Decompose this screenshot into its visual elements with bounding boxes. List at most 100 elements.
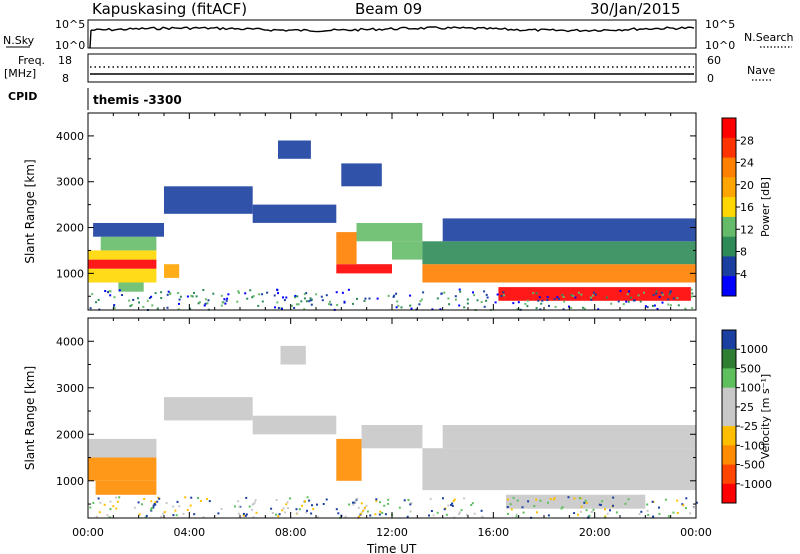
freq-label: Freq. (18, 54, 45, 67)
power-ytick-label: 2000 (56, 222, 84, 235)
velocity-colorbar-tick: -25 (740, 420, 758, 433)
velocity-speckle (89, 496, 698, 519)
power-colorbar-tick: 24 (740, 157, 754, 170)
velocity-colorbar-tick: -500 (740, 459, 765, 472)
power-band-14 (422, 241, 696, 265)
velocity-colorbar-cell (722, 387, 736, 408)
noise-sky-line (89, 26, 695, 49)
velocity-band-4 (252, 415, 337, 435)
power-colorbar-cell (722, 157, 736, 178)
power-band-8 (252, 204, 337, 223)
power-band-11 (356, 223, 423, 242)
power-band-5 (118, 282, 144, 292)
power-band-4 (93, 223, 164, 237)
power-colorbar-cell (722, 197, 736, 218)
velocity-colorbar-label: Velocity [m s⁻¹] (759, 374, 772, 459)
time-axis: 00:00 04:00 08:00 12:00 16:00 20:00 00:00 (72, 526, 712, 539)
velocity-colorbar-cell (722, 426, 736, 446)
noise-panel: N.Sky 10^5 10^0 10^5 10^0 N.Search (3, 18, 794, 52)
time-tick-label: 16:00 (477, 526, 509, 539)
velocity-colorbar: 1000 500 100 25 -25 -100 -500 -1000 Velocity [m … (721, 329, 772, 504)
cpid-label: CPID (8, 90, 37, 103)
velocity-colorbar-cell (722, 349, 736, 369)
power-colorbar-tick: 8 (740, 246, 747, 259)
cpid-value: themis -3300 (93, 93, 182, 107)
power-colorbar-tick: 28 (740, 134, 754, 147)
beam-title: Beam 09 (355, 0, 422, 18)
velocity-band-8 (506, 494, 646, 509)
velocity-colorbar-tick: 25 (740, 401, 754, 414)
freq-right-tick-top: 60 (707, 54, 721, 67)
time-tick-label: 20:00 (579, 526, 611, 539)
time-tick-label: 00:00 (72, 526, 104, 539)
power-band-2 (88, 268, 157, 283)
power-ytick-label: 4000 (56, 130, 84, 143)
power-band-10 (336, 232, 357, 265)
power-ytick-label: 3000 (56, 176, 84, 189)
velocity-band-5 (336, 438, 362, 481)
velocity-band-3 (164, 397, 253, 421)
noise-left-tick-bottom: 10^0 (55, 39, 85, 52)
nsearch-label: N.Search (744, 31, 794, 44)
velocity-colorbar-cell (722, 483, 736, 504)
power-band-16 (442, 218, 696, 242)
date-title: 30/Jan/2015 (590, 0, 681, 18)
velocity-band-1 (88, 438, 157, 458)
velocity-colorbar-cell (722, 464, 736, 485)
power-colorbar-cell (722, 256, 736, 277)
velocity-band-2 (95, 480, 157, 495)
velocity-colorbar-cell (722, 330, 736, 350)
velocity-colorbar-cell (722, 445, 736, 465)
station-title: Kapuskasing (fitACF) (92, 0, 247, 18)
power-band-6 (164, 264, 180, 278)
power-band-9 (336, 264, 392, 274)
power-colorbar-tick: 4 (740, 268, 747, 281)
power-colorbar: 28 24 20 16 12 8 4 Power [dB] (721, 117, 772, 297)
time-axis-label: Time UT (366, 542, 417, 554)
freq-right-tick-bottom: 0 (707, 72, 714, 85)
power-colorbar-label: Power [dB] (759, 177, 772, 237)
freq-unit-label: [MHz] (4, 67, 36, 80)
velocity-ytick-label: 1000 (56, 475, 84, 488)
time-tick-label: 04:00 (173, 526, 205, 539)
power-colorbar-tick: 12 (740, 223, 754, 236)
nave-label: Nave (747, 64, 775, 77)
power-colorbar-cell (722, 118, 736, 139)
power-ytick-label: 1000 (56, 267, 84, 280)
freq-left-tick-top: 18 (58, 54, 72, 67)
noise-right-tick-bottom: 10^0 (705, 39, 735, 52)
noise-right-tick-top: 10^5 (705, 18, 735, 31)
nsky-label: N.Sky (3, 34, 35, 47)
power-speckle (89, 288, 694, 311)
power-band-12 (392, 241, 423, 260)
power-colorbar-cell (722, 137, 736, 159)
velocity-colorbar-tick: -100 (740, 439, 765, 452)
power-band-13 (422, 264, 696, 283)
power-band-7 (164, 186, 253, 214)
time-tick-label: 12:00 (376, 526, 408, 539)
noise-left-tick-top: 10^5 (55, 18, 85, 31)
velocity-colorbar-tick: 100 (740, 382, 761, 395)
freq-left-tick-bottom: 8 (62, 72, 69, 85)
velocity-ytick-label: 2000 (56, 428, 84, 441)
velocity-ytick-label: 4000 (56, 335, 84, 348)
power-band-3 (100, 236, 157, 251)
power-band-17 (278, 140, 311, 159)
time-tick-label: 08:00 (275, 526, 307, 539)
freq-panel: Freq. [MHz] 18 8 60 0 Nave (4, 53, 775, 85)
power-ylabel: Slant Range [km] (23, 159, 37, 263)
power-band-1 (88, 250, 157, 260)
velocity-colorbar-tick: -1000 (740, 478, 772, 491)
velocity-band-10 (280, 345, 306, 365)
power-colorbar-cell (722, 216, 736, 238)
power-colorbar-tick: 16 (740, 201, 754, 214)
velocity-colorbar-cell (722, 368, 736, 389)
power-colorbar-cell (722, 276, 736, 297)
power-colorbar-tick: 20 (740, 179, 754, 192)
velocity-panel: 1000 2000 3000 4000 Slant Range [km] (23, 317, 698, 519)
power-colorbar-cell (722, 177, 736, 198)
velocity-band-0 (88, 457, 157, 481)
velocity-ytick-label: 3000 (56, 382, 84, 395)
power-panel: 1000 2000 3000 4000 Slant Range [km] (23, 112, 697, 311)
